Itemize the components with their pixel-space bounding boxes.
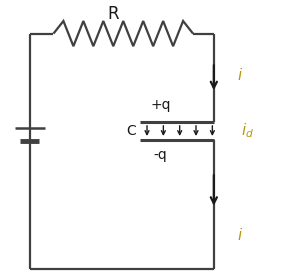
Text: -q: -q [154,148,167,162]
Text: R: R [107,5,119,23]
Text: i: i [238,228,242,243]
Text: i: i [238,68,242,83]
Text: C: C [126,124,135,138]
Text: $i_d$: $i_d$ [241,121,254,139]
Text: +q: +q [150,98,171,112]
